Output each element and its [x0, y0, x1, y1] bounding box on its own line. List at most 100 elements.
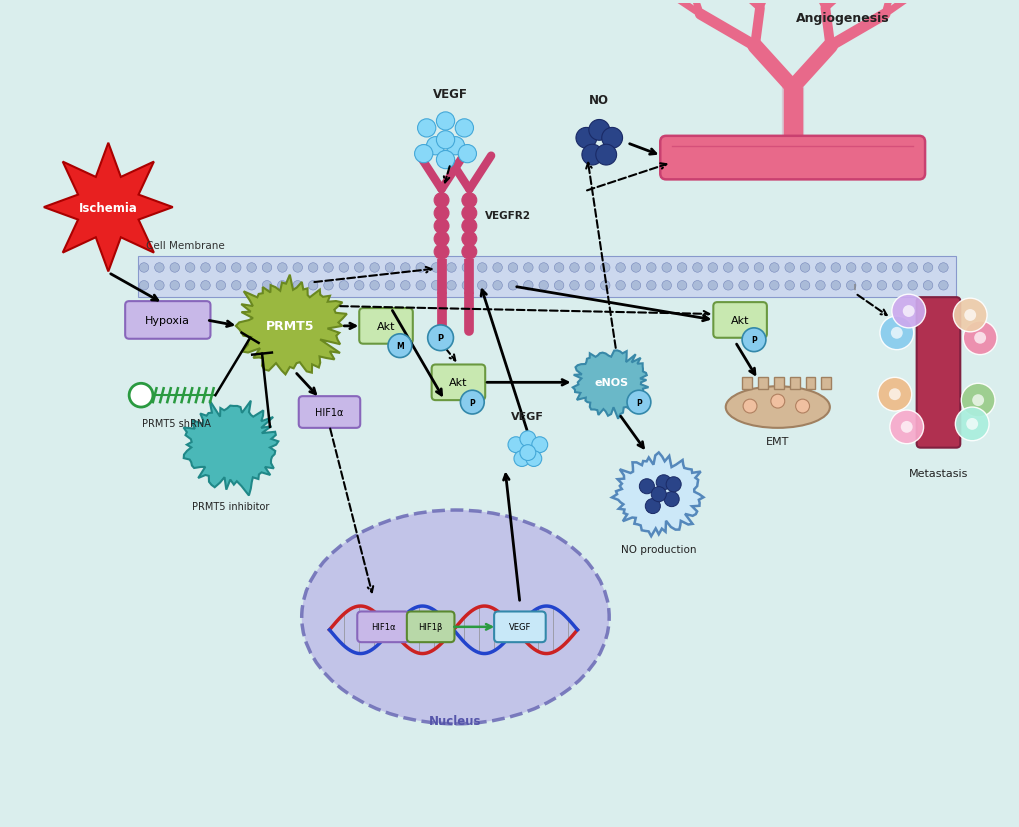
FancyBboxPatch shape — [916, 298, 959, 448]
Circle shape — [216, 264, 225, 273]
Circle shape — [570, 264, 579, 273]
Circle shape — [601, 128, 622, 149]
Circle shape — [262, 281, 271, 291]
Circle shape — [600, 281, 609, 291]
Text: Akt: Akt — [376, 322, 395, 332]
Text: VEGF: VEGF — [511, 411, 544, 422]
Circle shape — [400, 264, 410, 273]
Circle shape — [262, 264, 271, 273]
FancyBboxPatch shape — [359, 308, 413, 344]
Circle shape — [385, 264, 394, 273]
Circle shape — [830, 281, 840, 291]
Bar — [789, 378, 799, 390]
Circle shape — [722, 281, 733, 291]
FancyBboxPatch shape — [493, 612, 545, 643]
Circle shape — [370, 264, 379, 273]
Circle shape — [846, 264, 855, 273]
Circle shape — [507, 437, 524, 453]
Circle shape — [323, 281, 333, 291]
Circle shape — [247, 281, 256, 291]
Circle shape — [650, 487, 665, 502]
Circle shape — [743, 399, 756, 414]
Circle shape — [846, 281, 855, 291]
Circle shape — [907, 264, 916, 273]
Circle shape — [462, 232, 476, 247]
Circle shape — [900, 422, 912, 433]
Circle shape — [665, 477, 681, 492]
Circle shape — [753, 281, 763, 291]
Circle shape — [129, 384, 153, 408]
Polygon shape — [235, 275, 346, 375]
Circle shape — [185, 281, 195, 291]
Circle shape — [155, 264, 164, 273]
Circle shape — [588, 121, 609, 141]
FancyBboxPatch shape — [299, 397, 360, 428]
Text: VEGF: VEGF — [508, 623, 531, 632]
Circle shape — [722, 264, 733, 273]
Circle shape — [971, 394, 983, 407]
Text: PRMT5 inhibitor: PRMT5 inhibitor — [192, 501, 269, 511]
Circle shape — [785, 281, 794, 291]
Circle shape — [615, 281, 625, 291]
Circle shape — [830, 264, 840, 273]
Circle shape — [140, 264, 149, 273]
Circle shape — [877, 378, 911, 412]
Circle shape — [631, 281, 640, 291]
Circle shape — [140, 281, 149, 291]
Circle shape — [520, 445, 535, 461]
Text: HIF1α: HIF1α — [315, 408, 343, 418]
Circle shape — [907, 281, 916, 291]
Ellipse shape — [302, 510, 608, 724]
Text: Metastasis: Metastasis — [908, 469, 967, 479]
Circle shape — [960, 384, 994, 418]
Circle shape — [955, 408, 988, 441]
Circle shape — [646, 264, 655, 273]
Circle shape — [655, 476, 671, 490]
Circle shape — [460, 391, 484, 414]
Circle shape — [277, 281, 287, 291]
Circle shape — [427, 326, 453, 351]
Text: PRMT5 shRNA: PRMT5 shRNA — [143, 418, 211, 428]
Text: P: P — [437, 334, 443, 343]
Circle shape — [661, 264, 671, 273]
Circle shape — [308, 281, 318, 291]
Circle shape — [185, 264, 195, 273]
Circle shape — [785, 264, 794, 273]
Circle shape — [645, 499, 659, 514]
Circle shape — [526, 451, 541, 467]
Circle shape — [434, 232, 448, 247]
Polygon shape — [44, 144, 172, 272]
Text: NO production: NO production — [621, 544, 696, 554]
Circle shape — [768, 281, 779, 291]
Circle shape — [585, 264, 594, 273]
Circle shape — [768, 264, 779, 273]
Circle shape — [876, 264, 886, 273]
Text: Akt: Akt — [448, 378, 468, 388]
Text: P: P — [469, 398, 475, 407]
Circle shape — [434, 207, 448, 221]
Circle shape — [570, 281, 579, 291]
Circle shape — [707, 281, 717, 291]
Circle shape — [815, 281, 824, 291]
Bar — [773, 378, 783, 390]
FancyBboxPatch shape — [357, 612, 409, 643]
Circle shape — [553, 264, 564, 273]
Circle shape — [600, 264, 609, 273]
Circle shape — [416, 264, 425, 273]
Circle shape — [888, 389, 900, 400]
FancyBboxPatch shape — [712, 303, 766, 338]
Bar — [820, 378, 830, 390]
Circle shape — [965, 418, 977, 430]
Circle shape — [902, 306, 914, 318]
Circle shape — [247, 264, 256, 273]
Circle shape — [201, 264, 210, 273]
Circle shape — [892, 281, 901, 291]
Text: Nucleus: Nucleus — [429, 715, 481, 728]
Circle shape — [963, 309, 975, 322]
Text: HIF1β: HIF1β — [418, 623, 442, 632]
Text: HIF1α: HIF1α — [371, 623, 395, 632]
Circle shape — [454, 120, 473, 138]
Circle shape — [661, 281, 671, 291]
Circle shape — [462, 245, 476, 260]
Text: PRMT5: PRMT5 — [265, 320, 314, 333]
